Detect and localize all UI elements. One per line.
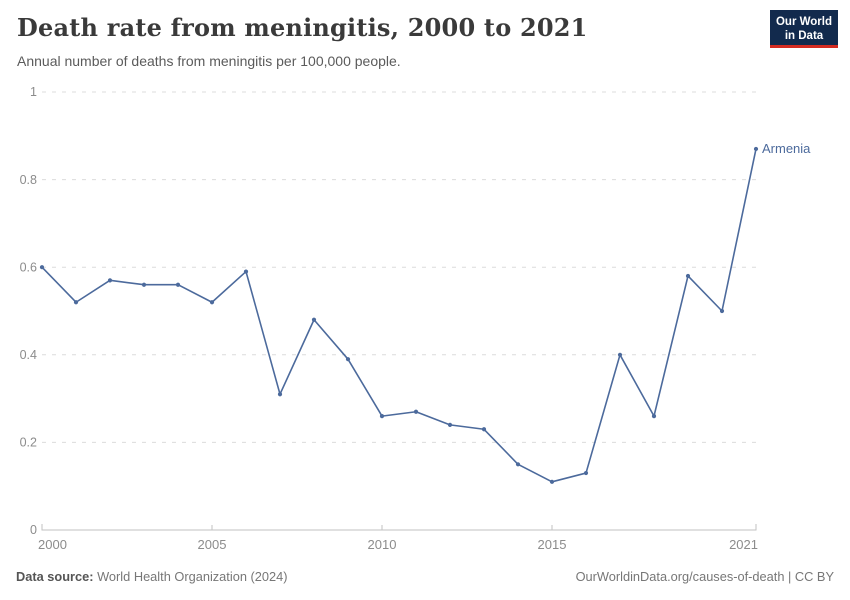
data-point-marker[interactable] (413, 409, 419, 414)
y-axis-tick-label: 0.4 (20, 348, 37, 362)
data-point-marker[interactable] (549, 479, 555, 484)
data-point-marker[interactable] (311, 317, 317, 322)
data-point-marker[interactable] (141, 282, 147, 287)
data-point-marker[interactable] (243, 269, 249, 274)
y-axis-tick-label: 0.2 (20, 436, 37, 450)
x-axis-tick-label: 2005 (198, 537, 227, 552)
x-axis-tick-label: 2015 (538, 537, 567, 552)
x-axis-tick-label: 2010 (368, 537, 397, 552)
data-point-marker[interactable] (447, 422, 453, 427)
owid-logo-line2: in Data (784, 30, 824, 43)
data-source-text: World Health Organization (2024) (93, 569, 288, 584)
data-point-marker[interactable] (583, 470, 589, 476)
x-axis-line (41, 524, 757, 531)
data-source-label: Data source: (16, 569, 94, 584)
plot-area[interactable] (42, 92, 756, 530)
data-point-marker[interactable] (39, 265, 45, 270)
y-axis-tick-label: 0.6 (20, 260, 37, 274)
data-point-marker[interactable] (719, 308, 725, 314)
y-axis-tick-label: 0 (30, 523, 37, 537)
data-point-marker[interactable] (209, 300, 215, 305)
x-axis-tick-label: 2021 (729, 537, 758, 552)
data-point-marker[interactable] (617, 352, 623, 357)
data-point-marker[interactable] (685, 273, 691, 279)
data-point-marker[interactable] (73, 300, 79, 305)
y-axis-tick-label: 0.8 (20, 173, 37, 187)
owid-logo-line1: Our World (775, 16, 832, 28)
data-point-marker[interactable] (277, 392, 283, 397)
data-source: Data source: World Health Organization (… (16, 569, 287, 584)
series-line[interactable] (41, 148, 757, 483)
data-point-marker[interactable] (651, 414, 657, 419)
data-point-marker[interactable] (175, 282, 181, 287)
data-point-marker[interactable] (481, 427, 487, 432)
data-point-marker[interactable] (345, 357, 351, 362)
y-axis-tick-label: 1 (30, 85, 37, 99)
x-axis-tick-label: 2000 (38, 537, 67, 552)
chart-subtitle: Annual number of deaths from meningitis … (17, 53, 401, 69)
owid-logo: Our World in Data (770, 10, 838, 48)
data-point-marker[interactable] (515, 462, 521, 467)
data-point-marker[interactable] (379, 414, 385, 419)
data-point-marker[interactable] (107, 278, 113, 283)
data-point-marker[interactable] (753, 146, 759, 152)
series-end-label[interactable]: Armenia (762, 141, 811, 156)
page-title: Death rate from meningitis, 2000 to 2021 (17, 13, 588, 42)
license-link[interactable]: OurWorldinData.org/causes-of-death | CC … (575, 569, 834, 584)
